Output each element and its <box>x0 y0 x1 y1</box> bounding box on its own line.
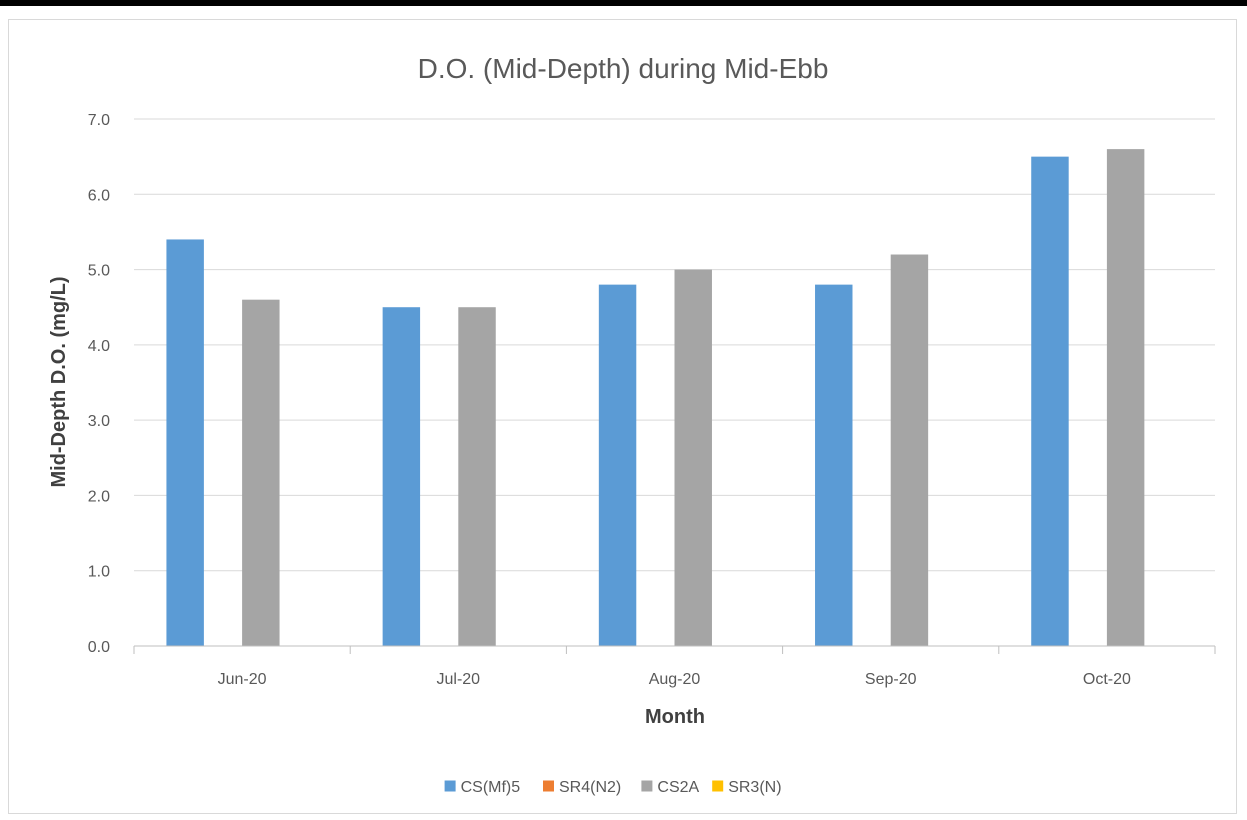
bars <box>166 149 1145 646</box>
y-tick-label: 6.0 <box>88 187 110 204</box>
y-tick-label: 2.0 <box>88 488 110 505</box>
axes: 0.0 1.0 2.0 3.0 4.0 5.0 6.0 7.0 Jun-20 Jul-20 Aug-… <box>88 112 1216 688</box>
bar-cs2a-jul-20 <box>458 307 496 646</box>
bar-cs-mf-5-jun-20 <box>166 239 204 646</box>
legend-swatch <box>641 780 653 792</box>
bar-cs-mf-5-sep-20 <box>815 284 853 646</box>
y-tick-label: 0.0 <box>88 639 110 656</box>
bar-cs2a-sep-20 <box>890 254 929 646</box>
bar-cs-mf-5-aug-20 <box>598 284 637 646</box>
bar-cs2a-jun-20 <box>242 299 280 646</box>
legend-label: SR4(N2) <box>559 779 621 796</box>
x-tick-label: Oct-20 <box>1083 671 1131 688</box>
x-tick-label: Sep-20 <box>865 671 917 688</box>
legend: CS(Mf)5 SR4(N2) CS2A SR3(N) <box>444 779 782 796</box>
y-tick-label: 3.0 <box>88 413 110 430</box>
bar-cs-mf-5-oct-20 <box>1031 156 1069 646</box>
chart-title: D.O. (Mid-Depth) during Mid-Ebb <box>418 53 829 84</box>
legend-label: SR3(N) <box>728 779 781 796</box>
legend-swatch <box>712 780 724 792</box>
top-rule <box>0 0 1247 6</box>
y-tick-label: 7.0 <box>88 112 110 129</box>
x-axis-title: Month <box>645 706 705 728</box>
bar-cs2a-aug-20 <box>674 269 712 646</box>
legend-label: CS2A <box>657 779 699 796</box>
legend-swatch <box>444 780 456 792</box>
bar-cs-mf-5-jul-20 <box>382 307 421 646</box>
x-tick-label: Aug-20 <box>649 671 701 688</box>
legend-label: CS(Mf)5 <box>461 779 521 796</box>
y-axis-title: Mid-Depth D.O. (mg/L) <box>48 276 70 487</box>
x-tick-label: Jun-20 <box>218 671 267 688</box>
y-tick-label: 4.0 <box>88 338 110 355</box>
y-tick-label: 1.0 <box>88 564 110 581</box>
legend-swatch <box>543 780 554 792</box>
bar-cs2a-oct-20 <box>1106 149 1145 646</box>
y-tick-label: 5.0 <box>88 263 110 280</box>
x-tick-label: Jul-20 <box>437 671 481 688</box>
